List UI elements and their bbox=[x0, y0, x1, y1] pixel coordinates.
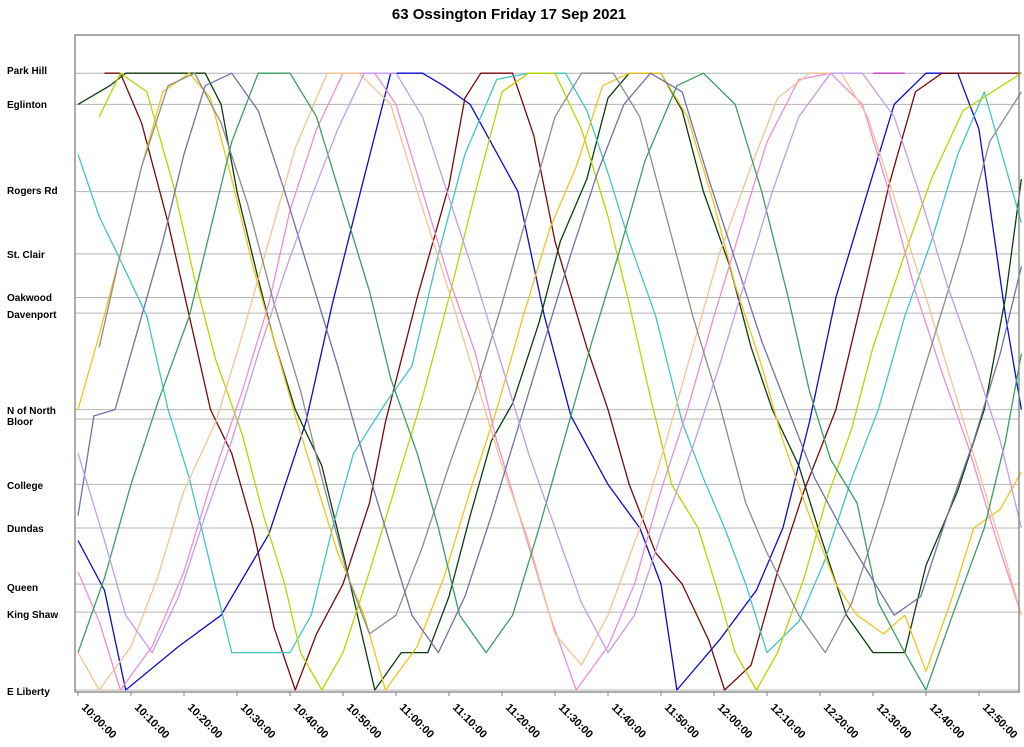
time-axis-label: 10:10:00 bbox=[132, 702, 172, 742]
time-axis-label: 12:20:00 bbox=[821, 702, 861, 742]
stop-label: Oakwood bbox=[7, 293, 52, 304]
time-axis-label: 11:40:00 bbox=[609, 702, 648, 741]
time-axis-label: 11:20:00 bbox=[503, 702, 542, 741]
stop-label: King Shaw bbox=[7, 610, 58, 621]
time-axis-label: 10:50:00 bbox=[344, 702, 384, 742]
vehicle-trip-line bbox=[77, 72, 1023, 691]
time-axis-label: 11:30:00 bbox=[556, 702, 595, 741]
time-axis-label: 10:20:00 bbox=[185, 702, 225, 742]
time-axis-label: 12:00:00 bbox=[715, 702, 755, 742]
stop-label: Eglinton bbox=[7, 100, 47, 111]
stop-label: College bbox=[7, 481, 44, 492]
time-axis-label: 12:50:00 bbox=[980, 702, 1020, 742]
vehicle-trip-line bbox=[77, 72, 1022, 691]
stop-label: E Liberty bbox=[7, 687, 50, 698]
time-axis-label: 11:00:00 bbox=[397, 702, 436, 741]
chart-title: 63 Ossington Friday 17 Sep 2021 bbox=[392, 6, 626, 23]
stop-label: Dundas bbox=[7, 524, 44, 535]
vehicle-trip-line bbox=[77, 72, 1023, 691]
time-axis-label: 10:30:00 bbox=[238, 702, 278, 742]
stop-label: Bloor bbox=[7, 417, 33, 428]
stop-label: Davenport bbox=[7, 310, 57, 321]
vehicle-trip-line bbox=[104, 72, 1022, 691]
stop-label: Park Hill bbox=[7, 66, 47, 77]
stop-label: St. Clair bbox=[7, 250, 45, 261]
vehicle-trip-line bbox=[77, 72, 1023, 691]
time-axis-label: 10:40:00 bbox=[291, 702, 331, 742]
vehicle-trip-lines bbox=[77, 72, 1023, 691]
vehicle-trip-line bbox=[77, 72, 1023, 691]
time-axis-label: 11:10:00 bbox=[450, 702, 489, 741]
time-axis-label: 11:50:00 bbox=[662, 702, 701, 741]
stop-label: Queen bbox=[7, 583, 38, 594]
plot-area-frame bbox=[74, 34, 1020, 693]
vehicle-trip-line bbox=[98, 72, 1022, 691]
time-axis-label: 12:30:00 bbox=[874, 702, 914, 742]
time-axis-label: 10:00:00 bbox=[79, 702, 119, 742]
stop-label: N of North bbox=[7, 406, 56, 417]
stop-label: Rogers Rd bbox=[7, 186, 58, 197]
time-axis-label: 12:40:00 bbox=[927, 702, 967, 742]
vehicle-trip-line bbox=[77, 72, 1023, 654]
vehicle-trip-line bbox=[77, 72, 1023, 654]
vehicle-trip-line bbox=[77, 72, 1023, 691]
vehicle-trip-line bbox=[98, 72, 1022, 654]
time-axis-labels: 10:00:00 10:10:00 10:20:00 10:30:00 10:40:00… bbox=[77, 692, 1020, 742]
stop-gridlines bbox=[75, 72, 1019, 691]
stop-labels: Park Hill Eglinton Rogers Rd St. Clair Oakwo… bbox=[7, 66, 58, 698]
time-axis-label: 12:10:00 bbox=[768, 702, 808, 742]
